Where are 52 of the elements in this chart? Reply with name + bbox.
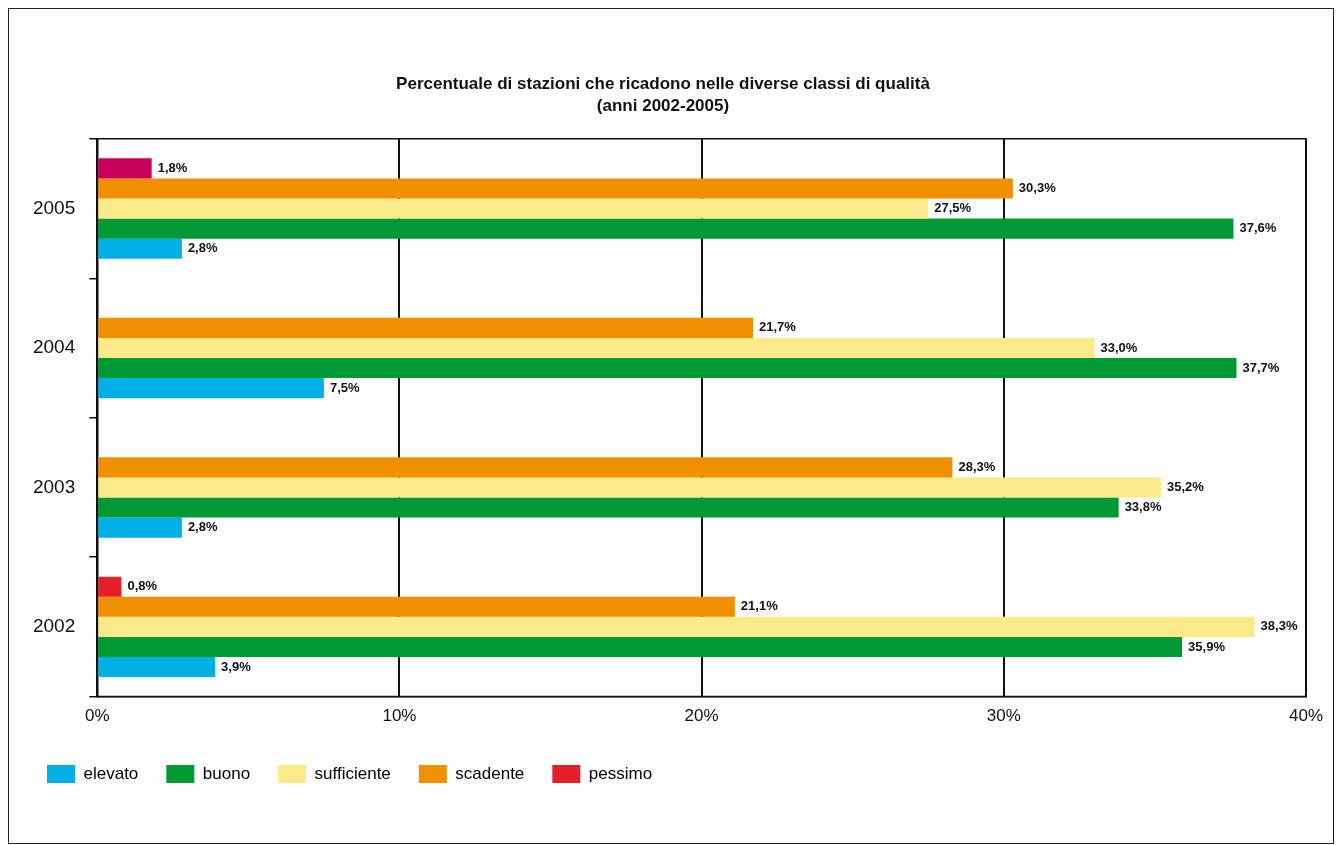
bar <box>98 457 953 478</box>
y-tick-label: 2004 <box>32 336 76 358</box>
legend-label: pessimo <box>588 763 653 783</box>
bar <box>98 517 182 538</box>
data-label: 33,8% <box>1124 499 1162 515</box>
bar <box>98 576 122 597</box>
legend-label: buono <box>202 763 251 783</box>
data-label: 27,5% <box>934 200 972 216</box>
bar <box>98 337 1095 359</box>
bar <box>98 657 216 678</box>
legend-label: scadente <box>455 763 525 783</box>
bar <box>98 178 1013 199</box>
bar <box>98 198 929 219</box>
bar <box>98 636 1183 657</box>
x-tick-label: 20% <box>684 706 719 726</box>
legend-label: sufficiente <box>314 763 391 783</box>
bar <box>98 317 753 338</box>
bar <box>98 218 1234 239</box>
data-label: 1,8% <box>157 159 188 175</box>
y-tick-label: 2003 <box>32 475 76 497</box>
x-tick-label: 30% <box>986 706 1021 726</box>
bar <box>98 596 735 617</box>
data-label: 38,3% <box>1260 618 1298 634</box>
bar <box>98 616 1255 637</box>
data-label: 35,2% <box>1166 479 1205 494</box>
bar <box>98 358 1237 379</box>
data-label: 35,9% <box>1188 638 1226 654</box>
data-label: 7,5% <box>329 379 360 395</box>
y-tick-label: 2002 <box>32 615 76 637</box>
data-label: 37,7% <box>1242 359 1280 375</box>
bar <box>98 378 324 399</box>
data-label: 2,8% <box>187 240 218 256</box>
data-label: 28,3% <box>958 458 996 474</box>
data-label: 37,6% <box>1239 220 1277 236</box>
data-label: 0,8% <box>127 578 158 594</box>
bar <box>98 238 182 259</box>
data-label: 21,7% <box>759 319 797 335</box>
bar <box>98 497 1119 518</box>
bar <box>98 477 1161 498</box>
x-tick-label: 10% <box>382 706 417 726</box>
data-label: 30,3% <box>1018 180 1057 196</box>
data-label: 2,8% <box>187 519 218 535</box>
legend-label: elevato <box>83 763 139 783</box>
bar <box>98 158 152 179</box>
data-label: 33,0% <box>1100 339 1138 355</box>
data-label: 3,9% <box>221 658 252 674</box>
chart-title: Percentuale di stazioni che ricadono nelle diverse classi di qualità <box>396 73 931 93</box>
x-tick-label: 0% <box>84 706 110 726</box>
x-tick-label: 40% <box>1288 706 1323 726</box>
chart-subtitle: (anni 2002-2005) <box>596 96 730 116</box>
data-label: 21,1% <box>740 598 779 614</box>
y-tick-label: 2005 <box>32 196 76 218</box>
